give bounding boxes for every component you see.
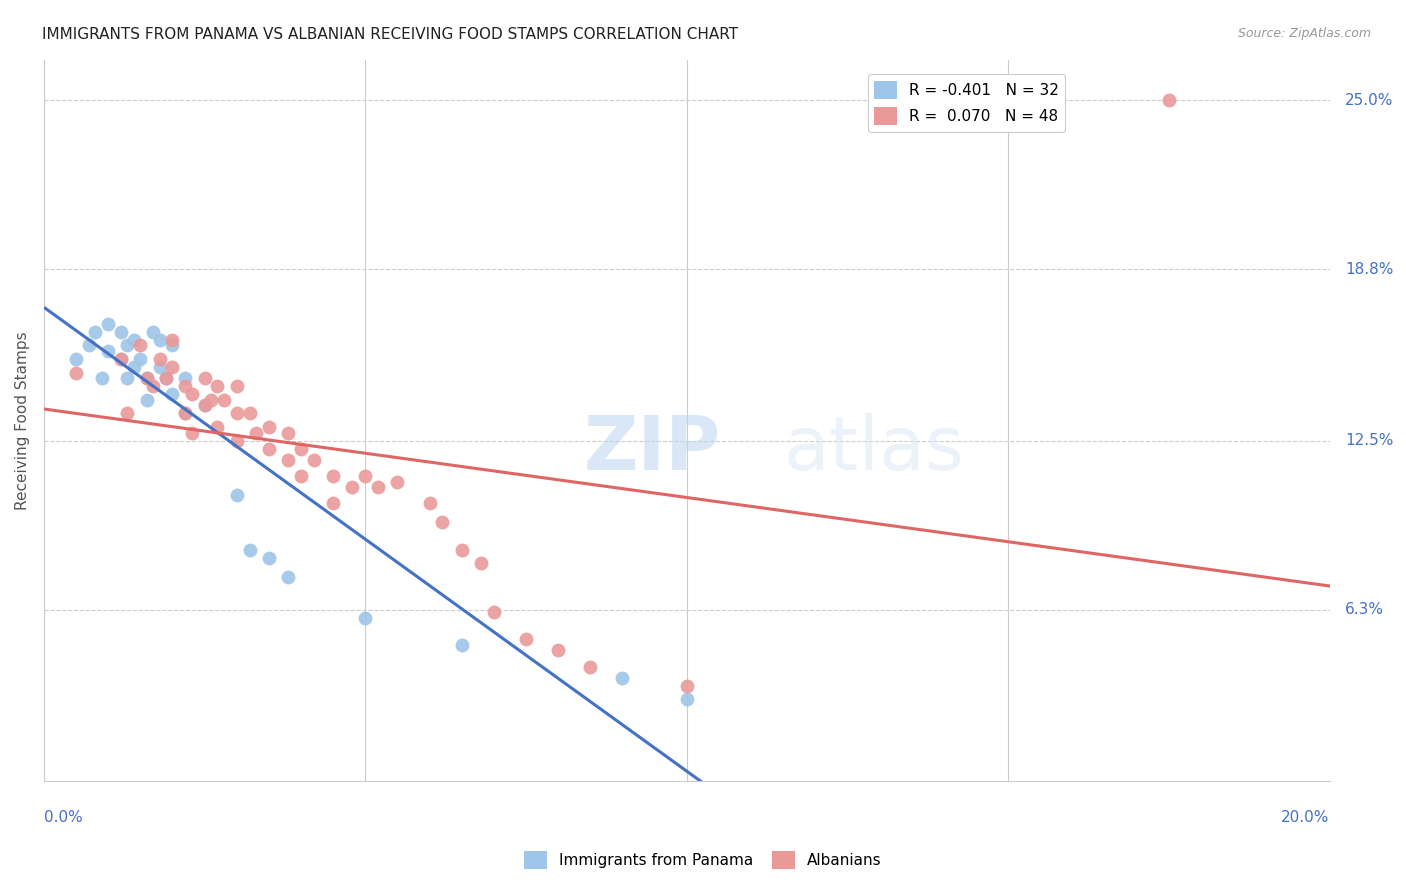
Point (135, 392, 157, 407)
Point (162, 338, 184, 352)
Point (90, 371, 112, 385)
Point (207, 379, 229, 393)
Point (450, 638, 472, 652)
Text: 12.5%: 12.5% (1346, 434, 1393, 448)
Point (77, 338, 100, 352)
Point (302, 452, 325, 467)
Point (342, 480, 364, 494)
Point (135, 371, 157, 385)
Point (245, 425, 267, 440)
Point (180, 425, 202, 440)
Text: 0.0%: 0.0% (44, 810, 83, 825)
Point (180, 387, 202, 401)
Point (129, 338, 152, 352)
Point (225, 407, 247, 421)
Point (579, 659, 602, 673)
Point (277, 570, 299, 584)
Point (149, 352, 172, 367)
Legend: R = -0.401   N = 32, R =  0.070   N = 48: R = -0.401 N = 32, R = 0.070 N = 48 (868, 74, 1064, 132)
Point (97, 317, 120, 331)
Point (257, 550, 280, 565)
Legend: Immigrants from Panama, Albanians: Immigrants from Panama, Albanians (519, 845, 887, 875)
Point (122, 360, 145, 375)
Point (162, 387, 184, 401)
Point (135, 371, 157, 385)
Point (257, 420, 280, 434)
Point (110, 325, 132, 339)
Point (277, 425, 299, 440)
Point (110, 352, 132, 367)
Point (675, 692, 697, 706)
Y-axis label: Receiving Food Stamps: Receiving Food Stamps (15, 331, 30, 509)
Point (612, 671, 634, 685)
Point (110, 352, 132, 367)
Point (419, 496, 441, 510)
Point (122, 333, 145, 347)
Point (142, 325, 165, 339)
Point (155, 371, 177, 385)
Point (162, 360, 184, 375)
Point (194, 398, 217, 412)
Point (97, 343, 120, 358)
Point (387, 475, 409, 489)
Point (354, 469, 377, 483)
Point (482, 605, 505, 619)
Point (257, 442, 280, 456)
Point (162, 333, 184, 347)
Text: ZIP: ZIP (583, 413, 721, 485)
Text: 25.0%: 25.0% (1346, 93, 1393, 108)
Point (367, 480, 389, 494)
Text: Source: ZipAtlas.com: Source: ZipAtlas.com (1237, 27, 1371, 40)
Point (117, 338, 139, 352)
Point (117, 371, 139, 385)
Point (142, 379, 165, 393)
Text: IMMIGRANTS FROM PANAMA VS ALBANIAN RECEIVING FOOD STAMPS CORRELATION CHART: IMMIGRANTS FROM PANAMA VS ALBANIAN RECEI… (42, 27, 738, 42)
Point (174, 407, 197, 421)
Point (194, 371, 217, 385)
Point (65, 352, 87, 367)
Point (432, 516, 454, 530)
Point (239, 542, 262, 557)
Point (207, 420, 229, 434)
Point (225, 434, 247, 448)
Point (84, 325, 107, 339)
Point (450, 542, 472, 557)
Point (547, 643, 569, 657)
Point (290, 442, 312, 456)
Text: atlas: atlas (783, 413, 965, 485)
Text: 20.0%: 20.0% (1281, 810, 1330, 825)
Point (149, 360, 172, 375)
Point (212, 392, 235, 407)
Point (174, 379, 197, 393)
Text: 6.3%: 6.3% (1346, 602, 1384, 617)
Point (225, 488, 247, 502)
Point (354, 610, 377, 624)
Point (149, 333, 172, 347)
Point (277, 452, 299, 467)
Point (1157, 94, 1180, 108)
Text: 18.8%: 18.8% (1346, 261, 1393, 277)
Point (322, 496, 344, 510)
Point (239, 407, 262, 421)
Point (200, 392, 222, 407)
Point (194, 398, 217, 412)
Point (470, 556, 492, 570)
Point (675, 679, 697, 693)
Point (65, 366, 87, 380)
Point (117, 407, 139, 421)
Point (225, 379, 247, 393)
Point (174, 371, 197, 385)
Point (515, 632, 537, 647)
Point (129, 352, 152, 367)
Point (322, 469, 344, 483)
Point (290, 469, 312, 483)
Point (155, 371, 177, 385)
Point (174, 407, 197, 421)
